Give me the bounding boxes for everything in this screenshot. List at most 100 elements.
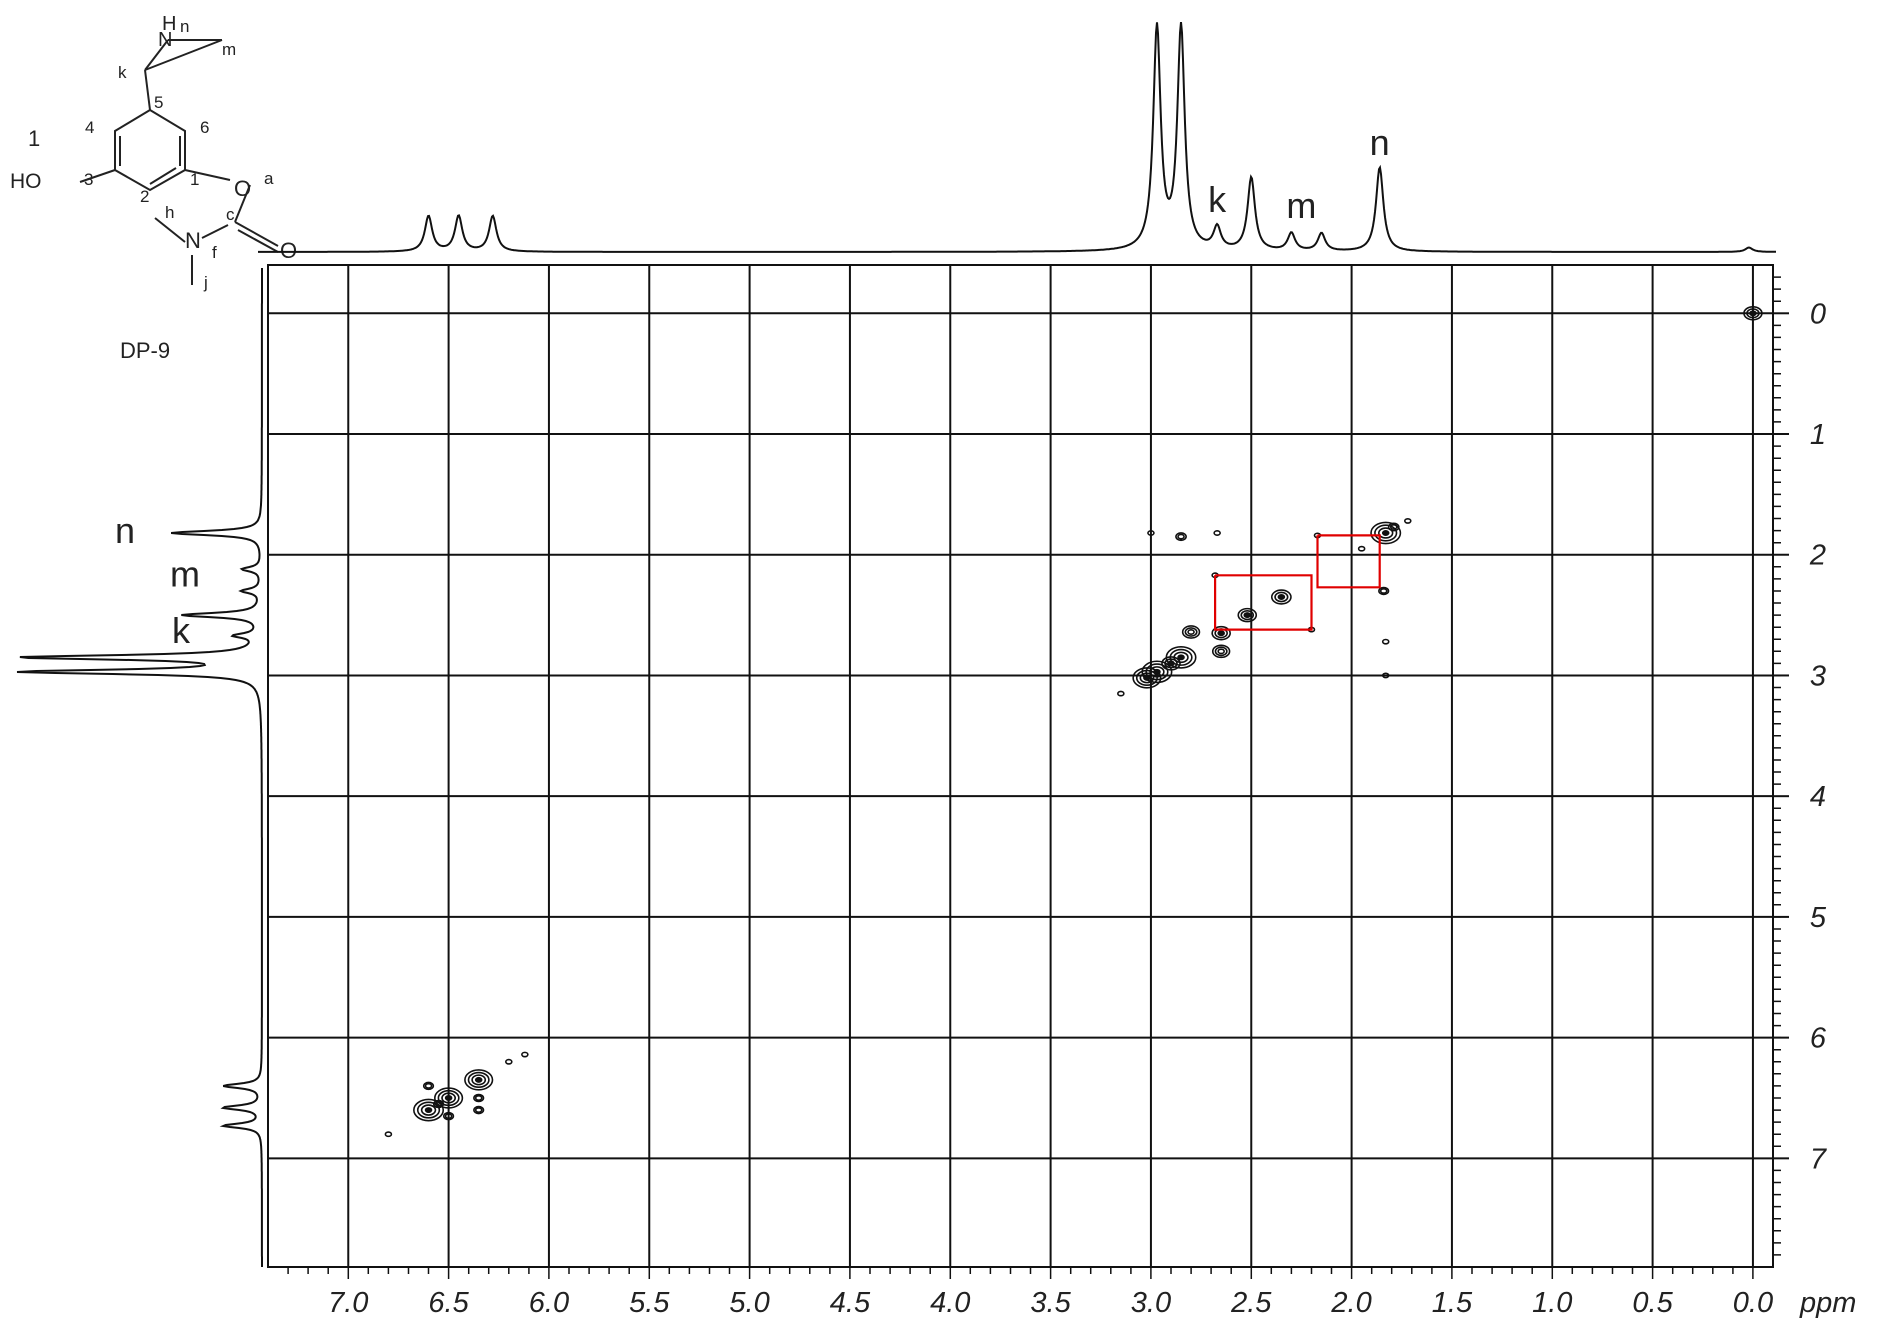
x-tick-label: 6.0 [529, 1287, 569, 1319]
cross-peak-contour [1389, 524, 1398, 530]
cross-peak-contour [473, 1105, 485, 1115]
cross-peak-center [1244, 613, 1250, 618]
compound-label: DP-9 [120, 338, 170, 363]
cross-peak-contour [434, 1101, 443, 1107]
svg-text:f: f [212, 243, 217, 262]
y-tick-label: 1 [1810, 419, 1826, 451]
svg-text:1: 1 [28, 126, 40, 151]
minor-tick-marks [287, 276, 1781, 1279]
y-tick-label: 4 [1810, 781, 1826, 813]
cross-peak-contour [1175, 532, 1187, 542]
cross-peak-contour [444, 1095, 453, 1101]
cross-peak-contour [443, 1111, 455, 1121]
cross-peak [1387, 522, 1400, 532]
cross-peak [1213, 530, 1221, 536]
cross-peak-contour [474, 1076, 483, 1083]
cross-peak-contour [467, 1071, 490, 1089]
cross-peak-center [1168, 661, 1174, 666]
cross-peak-contour [474, 1095, 483, 1101]
correlation-paths [1213, 534, 1381, 631]
svg-text:HO: HO [10, 170, 42, 193]
cross-peak [1181, 625, 1201, 639]
cross-peak-contour [1132, 667, 1162, 689]
cross-peak-contour [1378, 527, 1394, 539]
cross-peak-contour [1217, 630, 1225, 637]
cross-peak-contour [384, 1131, 393, 1138]
cross-peak-contour [1403, 517, 1412, 524]
x-tick-label: 5.0 [729, 1287, 769, 1319]
x-axis-ticks: 7.0 6.5 6.0 5.5 5.0 4.5 4.0 3.5 3.0 2.5 2.0 1.5 1.0 0… [328, 1287, 1773, 1319]
cross-peak-contour [1211, 644, 1231, 659]
cross-peak-contour [504, 1058, 513, 1065]
cross-peak-contour [437, 1089, 460, 1107]
svg-text:O: O [234, 176, 251, 201]
cross-peak-contour [1277, 594, 1286, 600]
cross-peak [1381, 672, 1390, 679]
svg-text:h: h [165, 203, 174, 222]
cross-peak-contour [424, 1107, 433, 1114]
left-peak-labels: nmk [115, 510, 200, 651]
cross-peak-contour [1147, 530, 1155, 536]
cross-peak-contour [422, 1081, 435, 1091]
top-peak-labels: k m n [1208, 122, 1390, 226]
cross-peak-contour [416, 1101, 441, 1119]
y-tick-label: 2 [1809, 540, 1826, 572]
x-tick-label: 3.0 [1131, 1287, 1171, 1319]
svg-text:6: 6 [200, 118, 209, 137]
plot-frame [267, 264, 1774, 1268]
cross-peak-contour [1274, 591, 1289, 603]
cross-peak-contour [1135, 669, 1158, 687]
cross-peak-contour [1749, 310, 1757, 317]
cross-peak-contour [1143, 674, 1151, 681]
cross-peak-contour [432, 1099, 445, 1109]
cross-peak-contour [1381, 672, 1390, 679]
x-tick-label: 5.5 [629, 1287, 670, 1319]
cross-peak-contour [1357, 545, 1366, 552]
svg-text:H: H [162, 13, 176, 35]
x-tick-label: 4.5 [830, 1287, 871, 1319]
cross-peak [1403, 517, 1412, 524]
cross-peak-contour [1177, 654, 1185, 661]
top-peak-label: n [1370, 122, 1390, 163]
cross-peak [1147, 530, 1155, 536]
svg-text:3: 3 [84, 170, 93, 189]
cross-peak-contour [1387, 522, 1400, 532]
x-tick-label: 4.0 [930, 1287, 970, 1319]
svg-text:5: 5 [154, 93, 163, 112]
cross-peak [464, 1069, 494, 1091]
y-tick-label: 7 [1810, 1143, 1828, 1175]
cross-peak [384, 1131, 393, 1138]
cross-peak-contour [1181, 625, 1201, 639]
x-tick-label: 0.0 [1733, 1287, 1773, 1319]
cross-peak-contour [1240, 609, 1255, 621]
cross-peak-contour [424, 1082, 433, 1089]
cross-peak-contour [1213, 530, 1221, 536]
svg-text:j: j [203, 273, 208, 292]
cross-peak [1370, 521, 1402, 545]
svg-text:n: n [180, 17, 189, 36]
x-tick-label: 0.5 [1632, 1287, 1673, 1319]
x-tick-label: 2.0 [1330, 1287, 1371, 1319]
cross-peak [1211, 644, 1231, 659]
cross-peak-contour [1237, 607, 1258, 623]
cross-peak-contour [1211, 625, 1231, 641]
left-peak-label: n [115, 510, 135, 551]
cross-peak-contour [1378, 586, 1390, 596]
cross-peak [432, 1099, 445, 1109]
cross-peak [1237, 607, 1258, 623]
svg-text:4: 4 [85, 118, 94, 137]
x-tick-label: 3.5 [1030, 1287, 1071, 1319]
cross-peak [1357, 545, 1366, 552]
cross-peaks [384, 306, 1763, 1138]
cross-peak-contour [1370, 521, 1402, 545]
cross-peak [504, 1058, 513, 1065]
cross-peak-center [1278, 594, 1284, 599]
grid [268, 265, 1773, 1267]
cross-peak [1132, 667, 1162, 689]
cross-peak-center [1383, 531, 1389, 536]
top-peak-label: k [1208, 179, 1227, 220]
cross-peak [473, 1105, 485, 1115]
svg-text:2: 2 [140, 187, 149, 206]
cross-peak-contour [1270, 589, 1292, 605]
x-tick-label: 2.5 [1230, 1287, 1272, 1319]
